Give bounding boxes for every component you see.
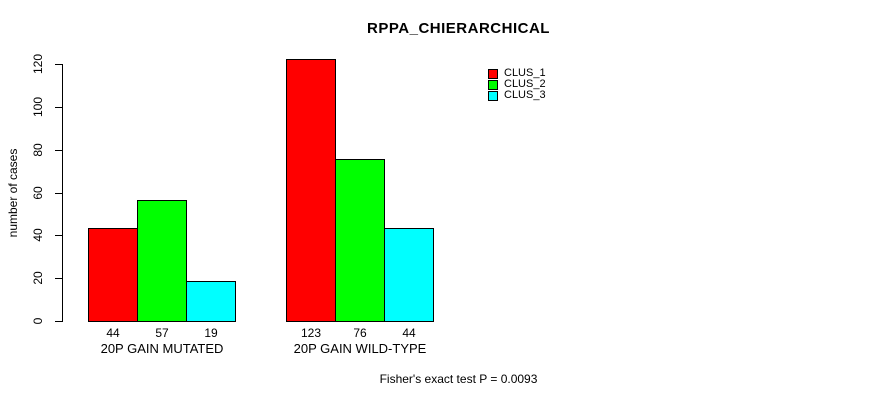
y-axis-tick-label: 100 [31,96,45,118]
y-axis-label: number of cases [6,148,20,238]
bar-clus_2-group1 [137,200,187,322]
bar-clus_1-group2 [286,59,336,322]
legend-item-clus_1: CLUS_1 [488,68,546,79]
y-axis-tick [55,64,62,65]
legend-item-clus_2: CLUS_2 [488,79,546,90]
bar-clus_1-group1 [88,228,138,322]
y-axis-tick [55,321,62,322]
y-axis-tick [55,193,62,194]
chart-title: RPPA_CHIERARCHICAL [367,20,550,37]
y-axis-tick-label: 60 [31,186,45,200]
y-axis-tick-label: 40 [31,228,45,242]
bar-clus_2-group2 [335,159,385,322]
y-axis-tick-label: 0 [31,317,45,325]
y-axis-tick-label: 120 [31,53,45,75]
bar-clus_3-group1 [186,281,236,322]
bar-value-label: 19 [204,326,218,340]
y-axis-tick [55,150,62,151]
stat-note: Fisher's exact test P = 0.0093 [379,372,538,386]
legend-item-label: CLUS_3 [504,89,546,101]
y-axis-tick-label: 80 [31,143,45,157]
bar-value-label: 57 [155,326,169,340]
legend-item-label: CLUS_1 [504,67,546,79]
y-axis-line [62,64,63,322]
bar-value-label: 76 [353,326,367,340]
y-axis-tick [55,107,62,108]
y-axis-tick-label: 20 [31,271,45,285]
x-category-label: 20P GAIN MUTATED [100,341,224,356]
legend-item-label: CLUS_2 [504,78,546,90]
legend-swatch-icon [488,79,498,90]
legend-swatch-icon [488,90,498,101]
x-category-label: 20P GAIN WILD-TYPE [293,341,427,356]
y-axis-tick [55,278,62,279]
legend-swatch-icon [488,68,498,79]
bar-clus_3-group2 [384,228,434,322]
bar-value-label: 123 [300,326,322,340]
bar-value-label: 44 [106,326,120,340]
bar-value-label: 44 [402,326,416,340]
y-axis-tick [55,235,62,236]
legend-item-clus_3: CLUS_3 [488,90,546,101]
